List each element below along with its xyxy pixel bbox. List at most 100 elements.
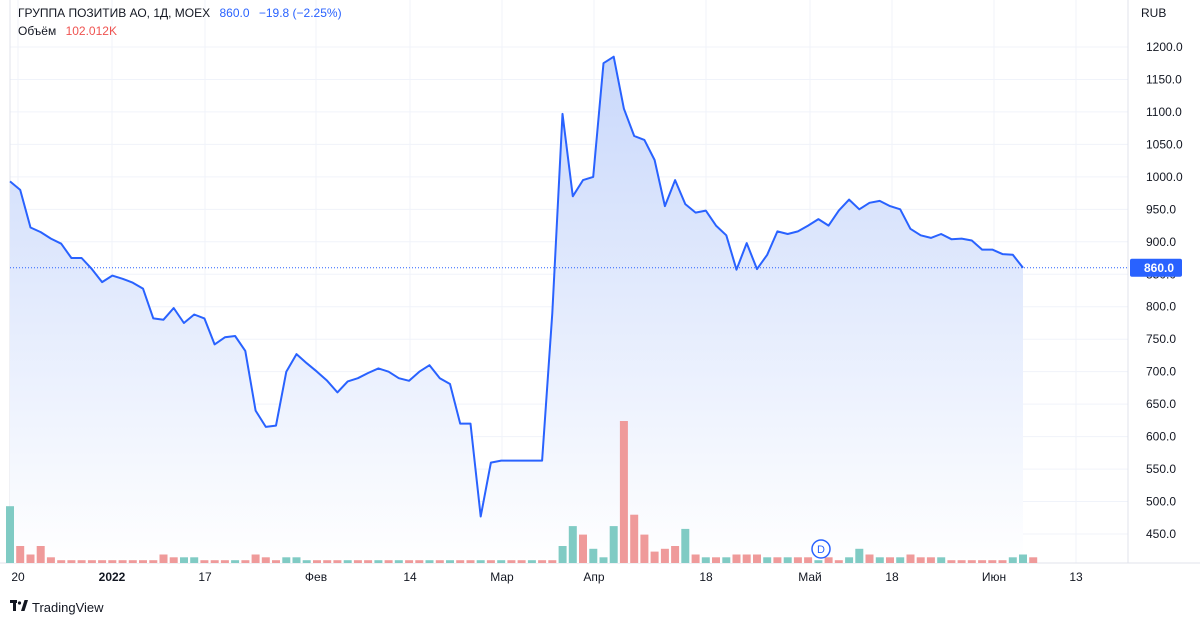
volume-bar (988, 560, 997, 563)
brand-name: TradingView (32, 600, 104, 615)
volume-bar (517, 560, 526, 563)
volume-bar (16, 546, 25, 563)
y-tick-label: 700.0 (1146, 365, 1176, 379)
volume-bar (548, 560, 557, 563)
volume-bar (466, 560, 475, 563)
volume-bar (435, 560, 444, 563)
x-tick-label: 18 (699, 570, 713, 584)
volume-bar (364, 560, 373, 563)
y-tick-label: 600.0 (1146, 430, 1176, 444)
volume-bar (671, 546, 680, 563)
volume-bar (139, 560, 147, 563)
volume-bar (67, 560, 76, 563)
volume-bar (926, 557, 935, 563)
volume-bar (834, 560, 843, 563)
volume-bar (261, 557, 270, 563)
volume-bar (998, 560, 1007, 563)
volume-bar (190, 557, 199, 563)
symbol-label[interactable]: ГРУППА ПОЗИТИВ АО, 1Д, MOEX (18, 6, 211, 20)
x-tick-label: 17 (198, 570, 212, 584)
volume-bar (804, 557, 813, 563)
volume-value: 102.012K (65, 24, 117, 38)
volume-bar (640, 534, 649, 563)
volume-bar (763, 557, 772, 563)
volume-bar (415, 560, 424, 563)
dividend-marker-icon[interactable] (811, 539, 831, 559)
volume-bar (159, 554, 168, 563)
volume-label[interactable]: Объём (18, 24, 57, 38)
price-series-line (9, 55, 1024, 518)
volume-bar (200, 560, 209, 563)
volume-bar (630, 514, 639, 563)
volume-bar (722, 557, 731, 563)
y-tick-label: 1150.0 (1146, 73, 1182, 87)
volume-bar (128, 560, 137, 563)
volume-bar (896, 557, 905, 563)
price-area-fill (10, 56, 1023, 563)
volume-bar (916, 557, 925, 563)
volume-bar (773, 557, 782, 563)
volume-bar (446, 560, 454, 563)
volume-bar (456, 560, 465, 563)
volume-bar (486, 560, 495, 563)
volume-bar (6, 506, 14, 563)
y-tick-label: 900.0 (1146, 235, 1176, 249)
volume-bar (57, 560, 66, 563)
volume-bar (220, 560, 229, 563)
volume-bar (978, 560, 987, 563)
currency-label[interactable]: RUB (1141, 6, 1167, 20)
volume-bar (425, 560, 434, 563)
volume-bar (589, 548, 598, 563)
volume-bar (149, 560, 158, 563)
volume-bar (118, 560, 127, 563)
price-area (10, 56, 1023, 563)
volume-bar (753, 554, 761, 563)
x-tick-label: 20 (11, 570, 25, 584)
volume-bar (793, 557, 802, 563)
x-tick-label: Фев (305, 570, 327, 584)
x-axis[interactable]: 20 2022 17 Фев 14 Мар Апр 18 Май 18 Июн 13 (11, 570, 1083, 584)
volume-bar (210, 560, 219, 563)
y-tick-label: 1200.0 (1146, 40, 1183, 54)
x-tick-label: 13 (1069, 570, 1083, 584)
volume-bar (957, 560, 966, 563)
volume-bar (87, 560, 96, 563)
volume-bar (282, 557, 291, 563)
volume-bar (681, 528, 690, 563)
y-tick-label: 500.0 (1146, 495, 1176, 509)
volume-bar (302, 560, 311, 563)
y-tick-label: 750.0 (1146, 332, 1176, 346)
volume-bar (241, 560, 250, 563)
volume-bar (333, 560, 342, 563)
x-tick-label: Май (798, 570, 822, 584)
volume-bar (323, 560, 332, 563)
volume-bar (937, 557, 946, 563)
volume-bar (886, 557, 894, 563)
volume-bar (712, 557, 720, 563)
volume-bar (394, 560, 403, 563)
volume-bar (46, 557, 55, 563)
volume-bar (476, 560, 485, 563)
y-tick-label: 950.0 (1146, 202, 1176, 216)
volume-bar (619, 421, 628, 563)
volume-bar (251, 554, 260, 563)
volume-bar (609, 526, 618, 563)
volume-bar (967, 560, 976, 563)
volume-bar (507, 560, 516, 563)
price-line (9, 55, 1128, 518)
volume-bar (353, 560, 362, 563)
tradingview-brand[interactable]: TradingView (10, 600, 104, 615)
volume-bar (272, 560, 280, 563)
volume-bar (732, 554, 741, 563)
legend-price: 860.0 (219, 6, 250, 20)
volume-bar (36, 546, 45, 563)
volume-bar (824, 557, 833, 563)
volume-bar (292, 557, 301, 563)
y-axis[interactable]: 450.0 500.0 550.0 600.0 650.0 700.0 750.0 800.0… (1130, 40, 1183, 541)
volume-bar (579, 534, 587, 563)
volume-bar (538, 560, 547, 563)
last-price-label: 860.0 (1144, 261, 1174, 275)
volume-bar (855, 548, 864, 563)
volume-bar (26, 554, 35, 563)
